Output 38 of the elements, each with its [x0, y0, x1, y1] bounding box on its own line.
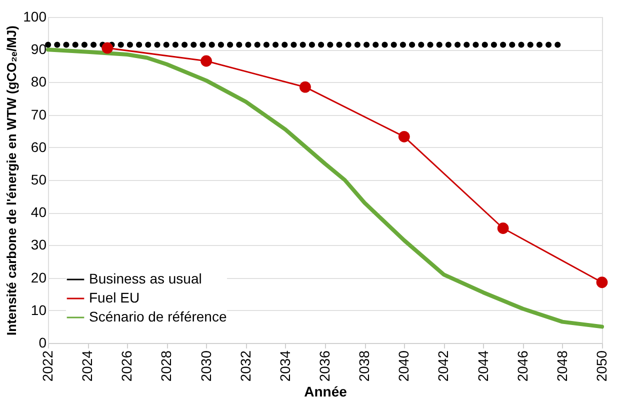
- y-tick-label: 50: [30, 172, 47, 188]
- x-tick-label: 2022: [40, 350, 56, 382]
- point: [497, 222, 509, 234]
- legend-label: Scénario de référence: [89, 308, 227, 324]
- x-tick-label: 2024: [79, 350, 96, 382]
- y-axis-title: Intensité carbone de l'énergie en WTW (gCO₂ₑ/MJ): [4, 26, 20, 336]
- x-tick-label: 2044: [474, 350, 491, 382]
- line-series: [46, 48, 604, 329]
- x-tick-label: 2048: [554, 350, 570, 382]
- x-tick-label: 2032: [237, 350, 254, 382]
- y-tick-label: 70: [30, 106, 47, 122]
- x-tick-label: 2028: [158, 350, 174, 382]
- y-tick-label: 30: [30, 236, 47, 253]
- y-tick-label: 90: [30, 41, 47, 58]
- x-tick-label: 2030: [198, 350, 214, 382]
- x-tick-label: 2042: [435, 350, 452, 382]
- x-tick-label: 2036: [316, 350, 332, 382]
- point: [102, 42, 114, 54]
- y-tick-label: 60: [30, 138, 47, 155]
- x-axis-title: Année: [304, 384, 348, 400]
- point: [596, 276, 608, 288]
- y-tick-label: 0: [38, 334, 47, 350]
- point: [200, 55, 212, 67]
- y-tick-label: 100: [23, 8, 47, 24]
- y-tick-label: 10: [30, 302, 47, 318]
- legend-label: Fuel EU: [89, 290, 140, 306]
- y-tick-label: 40: [30, 204, 47, 220]
- point: [398, 130, 410, 142]
- x-tick-label: 2040: [396, 350, 412, 382]
- x-tick-label: 2046: [514, 350, 530, 382]
- x-tick-label: 2026: [118, 350, 135, 382]
- y-tick-label: 80: [30, 74, 47, 90]
- x-tick-label: 2050: [594, 350, 610, 382]
- x-tick-label: 2038: [356, 350, 372, 382]
- x-tick-label: 2034: [276, 350, 293, 382]
- legend-label: Business as usual: [89, 270, 202, 286]
- point: [300, 81, 311, 93]
- y-tick-label: 20: [30, 269, 47, 286]
